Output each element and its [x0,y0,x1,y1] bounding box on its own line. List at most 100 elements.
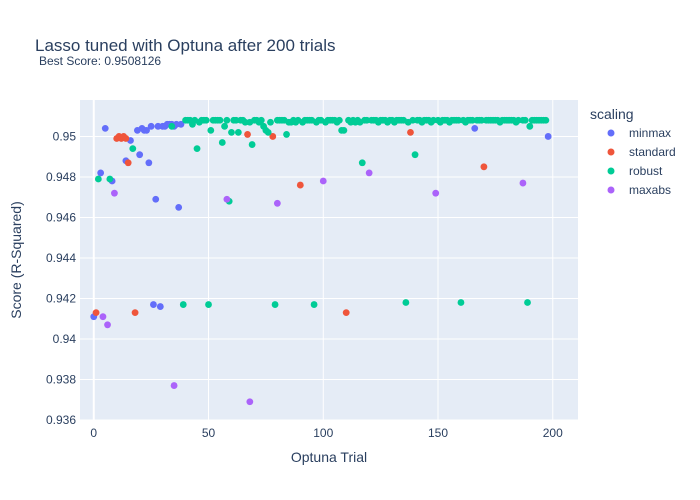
data-point-minmax [156,303,164,310]
data-point-robust [358,159,366,167]
data-point-minmax [145,159,153,167]
y-tick-label: 0.95 [53,129,77,143]
legend-label-standard: standard [629,145,676,159]
data-point-minmax [143,126,150,134]
series-standard [92,129,488,317]
data-point-robust [264,129,272,136]
data-point-standard [269,133,277,140]
data-point-robust [94,175,102,183]
x-tick-label: 0 [90,426,97,440]
data-point-robust [524,299,531,306]
data-point-maxabs [170,382,178,389]
data-point-robust [411,151,419,159]
data-point-robust [340,126,348,134]
data-point-robust [228,129,235,136]
legend-marker-maxabs [607,186,615,194]
data-point-standard [92,309,100,317]
data-point-minmax [101,124,109,132]
data-point-robust [283,131,290,138]
data-point-standard [342,309,350,317]
data-point-robust [106,175,114,183]
data-point-standard [480,163,488,171]
y-tick-label: 0.936 [46,413,76,427]
data-point-robust [223,116,231,124]
data-point-maxabs [365,169,373,177]
data-point-minmax [471,124,479,132]
x-tick-label: 150 [428,426,448,440]
series-maxabs [99,169,527,406]
legend-title: scaling [590,106,634,122]
plot-area [80,100,578,420]
data-point-robust [542,116,550,124]
data-point-robust [216,116,224,124]
data-point-minmax [136,151,144,159]
y-tick-label: 0.944 [46,251,76,265]
data-point-robust [207,126,215,134]
scatter-points [90,116,552,406]
legend: scaling minmax standard robust maxabs [590,106,676,197]
legend-label-maxabs: maxabs [629,183,671,197]
data-point-minmax [177,120,185,128]
data-point-maxabs [99,313,107,321]
chart-subtitle: Best Score: 0.9508126 [39,54,161,68]
data-point-minmax [175,203,183,211]
legend-marker-robust [607,167,615,175]
legend-marker-standard [607,148,615,156]
data-point-robust [218,139,226,146]
x-tick-label: 50 [202,426,216,440]
y-tick-label: 0.938 [46,372,76,386]
data-point-maxabs [104,321,111,329]
data-point-robust [310,301,318,308]
data-point-maxabs [519,179,527,187]
data-point-maxabs [319,177,327,185]
legend-label-minmax: minmax [629,126,671,140]
data-point-robust [221,122,228,130]
data-point-minmax [147,122,155,130]
data-point-standard [131,309,139,317]
chart-title: Lasso tuned with Optuna after 200 trials [35,36,336,55]
y-axis-ticks: 0.936 0.938 0.94 0.942 0.944 0.946 0.948 0.95 [46,129,76,427]
legend-marker-minmax [607,129,615,137]
data-point-maxabs [432,189,440,197]
data-point-minmax [150,301,157,308]
data-point-standard [124,159,132,167]
data-point-robust [271,301,279,308]
data-point-robust [129,145,137,153]
y-tick-label: 0.94 [53,332,77,346]
data-point-standard [122,135,130,142]
legend-items: minmax standard robust maxabs [607,126,676,197]
data-point-robust [335,116,343,124]
y-tick-label: 0.946 [46,210,76,224]
data-point-standard [244,131,251,138]
data-point-maxabs [111,189,118,197]
x-tick-label: 200 [543,426,563,440]
data-point-minmax [152,195,160,203]
x-axis-title: Optuna Trial [291,449,367,465]
data-point-robust [205,301,212,308]
data-point-robust [521,116,529,124]
data-point-robust [248,141,256,148]
data-point-robust [267,118,274,126]
data-point-robust [202,116,210,124]
data-point-robust [402,299,410,306]
data-point-maxabs [223,195,231,203]
data-point-maxabs [246,398,254,406]
data-point-minmax [544,133,552,140]
data-point-robust [179,301,187,308]
data-point-robust [457,299,465,306]
data-point-robust [193,145,201,153]
data-point-minmax [97,169,105,177]
data-point-maxabs [273,199,281,207]
x-tick-label: 100 [313,426,333,440]
y-axis-title: Score (R-Squared) [8,201,24,319]
x-axis-ticks: 0 50 100 150 200 [90,426,563,440]
y-tick-label: 0.942 [46,291,76,305]
grid [80,100,578,421]
data-point-standard [407,129,414,136]
data-point-robust [168,122,176,130]
y-tick-label: 0.948 [46,170,76,184]
data-point-robust [257,116,265,124]
data-point-standard [296,181,304,189]
data-point-robust [526,122,534,130]
